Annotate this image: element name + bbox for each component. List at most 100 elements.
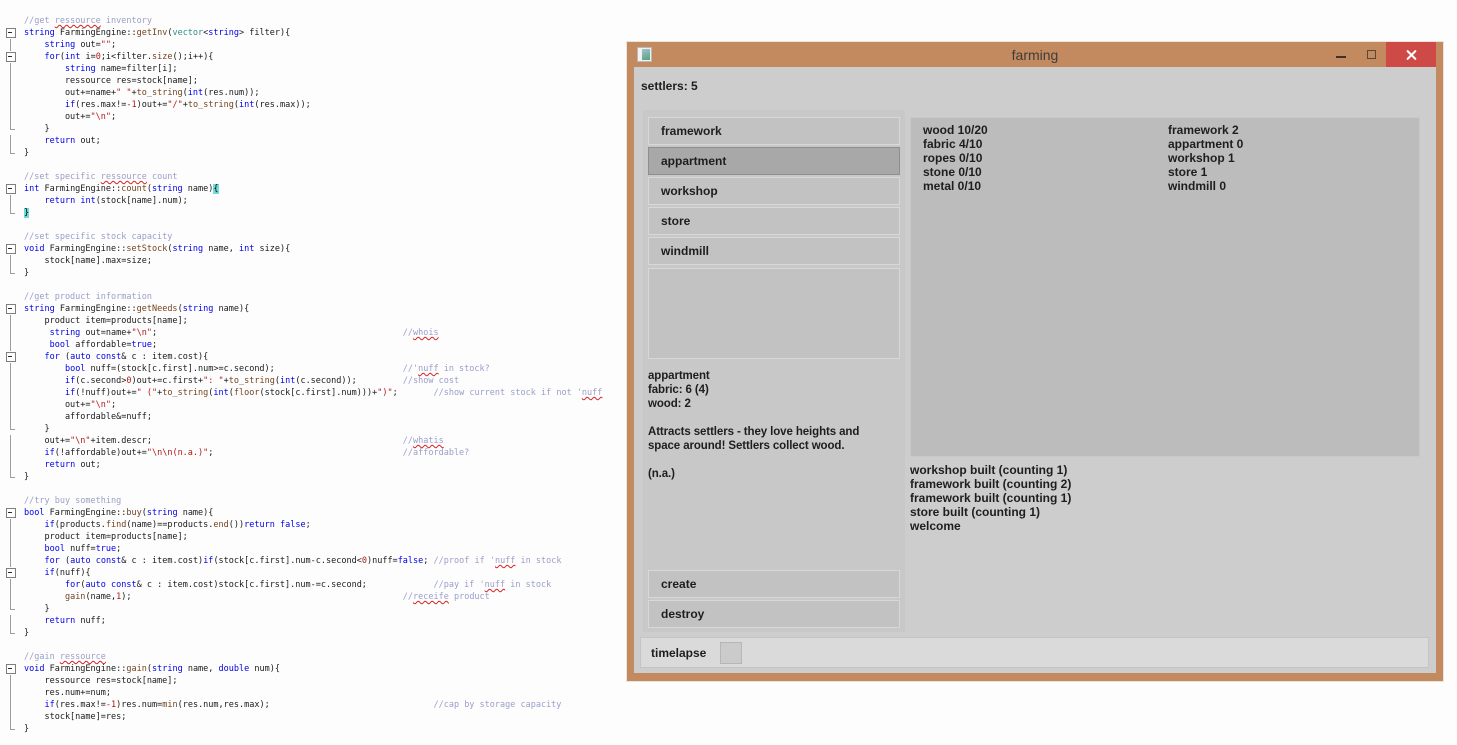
code-token: }	[24, 124, 50, 134]
code-line[interactable]: if(nuff){	[0, 567, 625, 579]
fold-collapse-icon[interactable]	[0, 243, 24, 255]
code-line[interactable]: string FarmingEngine::getInv(vector<stri…	[0, 27, 625, 39]
code-line[interactable]: for (auto const& c : item.cost)if(stock[…	[0, 555, 625, 567]
code-line[interactable]: bool FarmingEngine::buy(string name){	[0, 507, 625, 519]
code-token: (name)==products.	[126, 520, 214, 530]
code-line[interactable]: //gain ressource	[0, 651, 625, 663]
code-line[interactable]: //get product information	[0, 291, 625, 303]
fold-collapse-icon[interactable]	[0, 183, 24, 195]
titlebar[interactable]: farming	[634, 42, 1436, 67]
code-line[interactable]: stock[name].max=size;	[0, 255, 625, 267]
code-line[interactable]: string out=name+"\n"; //whois	[0, 327, 625, 339]
building-button-appartment[interactable]: appartment	[648, 147, 900, 175]
fold-collapse-icon[interactable]	[0, 507, 24, 519]
fold-margin	[0, 339, 24, 351]
code-line[interactable]: product item=products[name];	[0, 531, 625, 543]
fold-collapse-icon[interactable]	[0, 27, 24, 39]
code-line[interactable]: if(products.find(name)==products.end())r…	[0, 519, 625, 531]
code-line[interactable]: }	[0, 267, 625, 279]
code-token: (nuff){	[54, 568, 91, 578]
code-line[interactable]: bool nuff=(stock[c.first].num>=c.second)…	[0, 363, 625, 375]
code-token: //try buy something	[24, 496, 122, 506]
fold-collapse-icon[interactable]	[0, 567, 24, 579]
building-button-workshop[interactable]: workshop	[648, 177, 900, 205]
code-token: affordable&=nuff;	[24, 412, 152, 422]
code-line[interactable]: out+="\n";	[0, 111, 625, 123]
code-line[interactable]: void FarmingEngine::gain(string name, do…	[0, 663, 625, 675]
code-line[interactable]: for(auto const& c : item.cost)stock[c.fi…	[0, 579, 625, 591]
code-line[interactable]: return nuff;	[0, 615, 625, 627]
code-token: FarmingEngine::	[44, 244, 127, 254]
building-count-line: store 1	[1168, 165, 1208, 179]
code-line[interactable]: for (auto const& c : item.cost){	[0, 351, 625, 363]
code-line[interactable]: //set specific ressource count	[0, 171, 625, 183]
code-line[interactable]: out+="\n"+item.descr; //whatis	[0, 435, 625, 447]
code-line[interactable]: out+=name+" "+to_string(int(res.num));	[0, 87, 625, 99]
code-line[interactable]: if(!nuff)out+=" ("+to_string(int(floor(s…	[0, 387, 625, 399]
code-line[interactable]: //try buy something	[0, 495, 625, 507]
destroy-button[interactable]: destroy	[648, 600, 900, 628]
code-line[interactable]: string out="";	[0, 39, 625, 51]
code-token: true	[131, 340, 152, 350]
building-button-store[interactable]: store	[648, 207, 900, 235]
code-line[interactable]: if(res.max!=-1)out+="/"+to_string(int(re…	[0, 99, 625, 111]
code-line[interactable]: ressource res=stock[name];	[0, 675, 625, 687]
fold-collapse-icon[interactable]	[0, 303, 24, 315]
code-line[interactable]: bool affordable=true;	[0, 339, 625, 351]
code-line[interactable]: product item=products[name];	[0, 315, 625, 327]
code-line[interactable]: gain(name,1); //receife product	[0, 591, 625, 603]
code-token	[24, 448, 44, 458]
code-editor[interactable]: //get ressource inventory string FarmingE…	[0, 15, 625, 735]
code-token: //pay if '	[433, 580, 485, 590]
building-button-framework[interactable]: framework	[648, 117, 900, 145]
code-line[interactable]: for(int i=0;i<filter.size();i++){	[0, 51, 625, 63]
building-button-windmill[interactable]: windmill	[648, 237, 900, 265]
code-line[interactable]: out+="\n";	[0, 399, 625, 411]
create-button[interactable]: create	[648, 570, 900, 598]
code-line[interactable]	[0, 639, 625, 651]
fold-collapse-icon[interactable]	[0, 663, 24, 675]
code-line[interactable]: }	[0, 471, 625, 483]
code-line[interactable]	[0, 279, 625, 291]
code-line[interactable]: }	[0, 147, 625, 159]
code-line[interactable]	[0, 483, 625, 495]
code-line[interactable]: }	[0, 123, 625, 135]
timelapse-checkbox[interactable]	[720, 641, 743, 664]
fold-margin	[0, 123, 24, 135]
code-line[interactable]: if(res.max!=-1)res.num=min(res.num,res.m…	[0, 699, 625, 711]
code-line[interactable]: int FarmingEngine::count(string name){	[0, 183, 625, 195]
code-line[interactable]: string FarmingEngine::getNeeds(string na…	[0, 303, 625, 315]
code-line[interactable]: }	[0, 603, 625, 615]
code-line[interactable]: //set specific stock capacity	[0, 231, 625, 243]
minimize-button[interactable]	[1326, 42, 1356, 67]
code-line[interactable]: }	[0, 723, 625, 735]
code-line[interactable]	[0, 159, 625, 171]
code-line[interactable]: return out;	[0, 135, 625, 147]
code-line[interactable]: return out;	[0, 459, 625, 471]
code-line[interactable]: void FarmingEngine::setStock(string name…	[0, 243, 625, 255]
code-line[interactable]: bool nuff=true;	[0, 543, 625, 555]
code-line[interactable]: }	[0, 627, 625, 639]
code-token: (!nuff)out+=	[75, 388, 137, 398]
close-button[interactable]	[1386, 42, 1436, 67]
code-line[interactable]: res.num+=num;	[0, 687, 625, 699]
code-line[interactable]: if(c.second>0)out+=c.first+": "+to_strin…	[0, 375, 625, 387]
code-line[interactable]: }	[0, 207, 625, 219]
code-line[interactable]: //get ressource inventory	[0, 15, 625, 27]
code-line[interactable]: stock[name]=res;	[0, 711, 625, 723]
maximize-button[interactable]	[1356, 42, 1386, 67]
code-token: & c : item.cost)	[121, 556, 204, 566]
code-token: nuff	[418, 364, 439, 374]
code-line[interactable]: if(!affordable)out+="\n\n(n.a.)"; //affo…	[0, 447, 625, 459]
code-token: int	[279, 376, 296, 386]
code-token: +	[131, 88, 137, 98]
code-line[interactable]: string name=filter[i];	[0, 63, 625, 75]
code-line[interactable]: affordable&=nuff;	[0, 411, 625, 423]
code-token: "\n\n(n.a.)"	[146, 448, 209, 458]
code-line[interactable]: return int(stock[name].num);	[0, 195, 625, 207]
fold-collapse-icon[interactable]	[0, 351, 24, 363]
fold-collapse-icon[interactable]	[0, 51, 24, 63]
code-line[interactable]: }	[0, 423, 625, 435]
code-line[interactable]: ressource res=stock[name];	[0, 75, 625, 87]
code-line[interactable]	[0, 219, 625, 231]
